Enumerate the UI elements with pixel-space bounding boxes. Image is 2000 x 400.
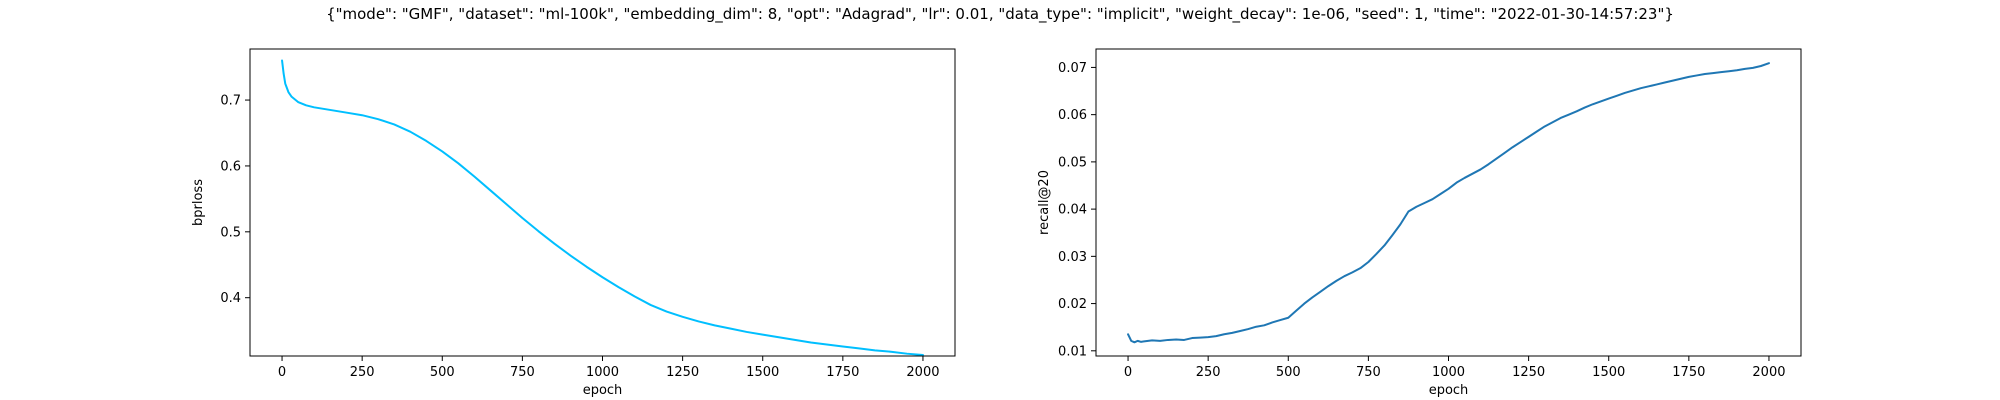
recall-y-tick-label: 0.03	[1058, 250, 1087, 265]
bprloss-y-axis-label: bprloss	[191, 179, 206, 226]
recall-x-tick-label: 1500	[1592, 365, 1625, 380]
recall-x-tick-label: 2000	[1752, 365, 1785, 380]
bprloss-x-tick-label: 0	[278, 365, 286, 380]
bprloss-y-tick-label: 0.7	[220, 94, 241, 109]
figure-suptitle: {"mode": "GMF", "dataset": "ml-100k", "e…	[326, 5, 1674, 24]
recall-series-line-0	[1127, 62, 1770, 344]
bprloss-x-tick-label: 250	[350, 365, 375, 380]
bprloss-x-tick-label: 750	[510, 365, 535, 380]
recall-x-axis-label: epoch	[1429, 383, 1469, 398]
recall-x-tick-label: 250	[1196, 365, 1221, 380]
recall-x-tick-label: 750	[1356, 365, 1381, 380]
bprloss-subplot: 0 250 500 750 1000 1250 1500 1750 2000 0.4 0.5 0.6 0…	[191, 48, 956, 398]
bprloss-x-tick-label: 1250	[666, 365, 699, 380]
recall-x-tick-label: 1750	[1672, 365, 1705, 380]
recall-y-tick-label: 0.05	[1058, 155, 1087, 170]
recall-x-tick-label: 1000	[1432, 365, 1465, 380]
bprloss-y-tick-label: 0.4	[220, 291, 241, 306]
bprloss-series-line-0	[281, 59, 924, 357]
recall-subplot: 0 250 500 750 1000 1250 1500 1750 2000 0.01 0.02 0.…	[1037, 48, 1802, 398]
recall-y-tick-label: 0.06	[1058, 108, 1087, 123]
bprloss-x-tick-label: 2000	[906, 365, 939, 380]
recall-y-tick-label: 0.01	[1058, 344, 1087, 359]
bprloss-y-tick-label: 0.5	[220, 225, 241, 240]
bprloss-y-tick-label: 0.6	[220, 159, 241, 174]
bprloss-x-tick-label: 1500	[746, 365, 779, 380]
recall-x-tick-label: 0	[1124, 365, 1132, 380]
bprloss-x-tick-label: 500	[430, 365, 455, 380]
recall-y-tick-label: 0.02	[1058, 297, 1087, 312]
recall-y-tick-label: 0.07	[1058, 61, 1087, 76]
bprloss-x-tick-label: 1750	[826, 365, 859, 380]
recall-x-tick-label: 500	[1276, 365, 1301, 380]
bprloss-x-tick-label: 1000	[586, 365, 619, 380]
recall-y-tick-label: 0.04	[1058, 203, 1087, 218]
bprloss-x-axis-label: epoch	[583, 383, 623, 398]
recall-x-tick-label: 1250	[1512, 365, 1545, 380]
recall-y-axis-label: recall@20	[1037, 170, 1052, 235]
